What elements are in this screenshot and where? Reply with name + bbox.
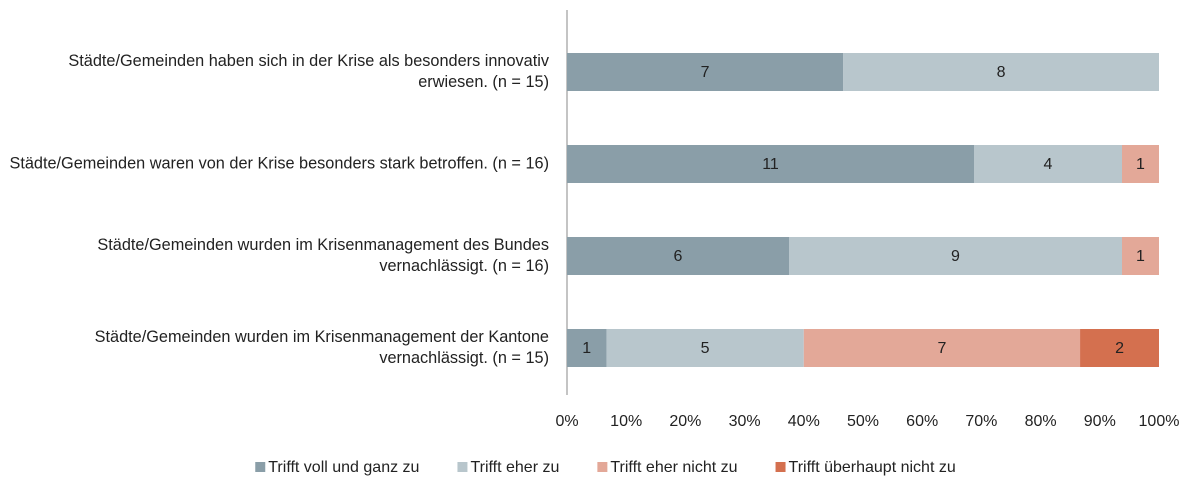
bar-segment xyxy=(606,329,804,367)
bar-segment xyxy=(1080,329,1159,367)
legend-swatch xyxy=(597,462,608,472)
bar-segment xyxy=(789,237,1122,275)
bar-segment xyxy=(1122,145,1159,183)
data-label: 7 xyxy=(937,340,946,357)
x-tick-label: 90% xyxy=(1084,413,1116,430)
x-tick-label: 100% xyxy=(1139,413,1180,430)
x-tick-label: 50% xyxy=(847,413,879,430)
data-label: 1 xyxy=(1136,248,1145,265)
bar-segment xyxy=(803,329,1081,367)
category-label: Städte/Gemeinden wurden im Krisenmanagem… xyxy=(94,328,549,367)
data-label: 11 xyxy=(762,156,779,173)
x-tick-label: 0% xyxy=(555,413,578,430)
legend-label: Trifft eher zu xyxy=(470,459,559,476)
bar-segment xyxy=(567,53,844,91)
data-label: 5 xyxy=(701,340,710,357)
legend-label: Trifft eher nicht zu xyxy=(610,459,737,476)
category-label: Städte/Gemeinden wurden im Krisenmanagem… xyxy=(97,236,549,275)
data-label: 1 xyxy=(582,340,591,357)
data-label: 9 xyxy=(951,248,960,265)
data-label: 2 xyxy=(1115,340,1124,357)
bar-segment xyxy=(567,237,789,275)
x-tick-label: 10% xyxy=(610,413,642,430)
data-label: 1 xyxy=(1136,156,1145,173)
category-label: Städte/Gemeinden waren von der Krise bes… xyxy=(9,154,549,173)
x-tick-label: 30% xyxy=(729,413,761,430)
x-tick-label: 20% xyxy=(669,413,701,430)
bar-segment xyxy=(843,53,1159,91)
legend-label: Trifft überhaupt nicht zu xyxy=(789,459,956,476)
legend-swatch xyxy=(457,462,468,472)
x-tick-label: 60% xyxy=(906,413,938,430)
x-tick-label: 70% xyxy=(965,413,997,430)
bar-segment xyxy=(567,329,607,367)
data-label: 7 xyxy=(701,64,710,81)
data-label: 6 xyxy=(674,248,683,265)
bar-segment xyxy=(1122,237,1159,275)
legend-swatch xyxy=(775,462,786,472)
category-label: Städte/Gemeinden haben sich in der Krise… xyxy=(68,52,549,91)
data-label: 4 xyxy=(1044,156,1053,173)
legend-label: Trifft voll und ganz zu xyxy=(268,459,419,476)
bar-segment xyxy=(567,145,974,183)
legend-swatch xyxy=(255,462,266,472)
x-tick-label: 80% xyxy=(1025,413,1057,430)
bar-segment xyxy=(974,145,1122,183)
data-label: 8 xyxy=(997,64,1006,81)
x-tick-label: 40% xyxy=(788,413,820,430)
